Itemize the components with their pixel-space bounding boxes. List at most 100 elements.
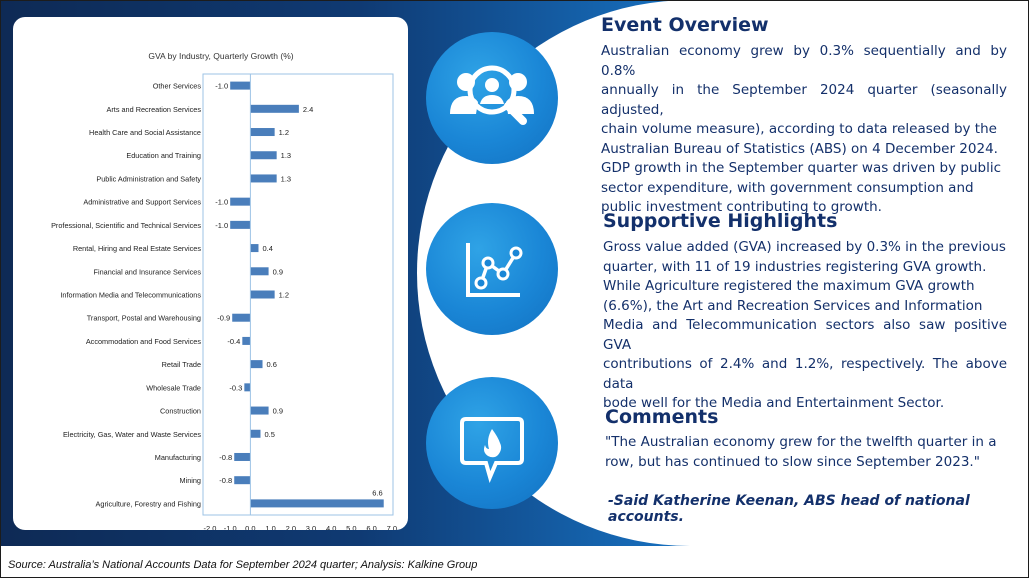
x-tick-label: 0.0 [245,524,255,530]
category-label: Accommodation and Food Services [86,337,202,346]
data-label: 1.2 [279,128,289,137]
data-label: -1.0 [215,221,228,230]
data-label: 0.6 [267,360,277,369]
bar-6 [230,197,251,206]
category-label: Financial and Insurance Services [94,267,202,276]
bar-7 [230,220,251,229]
category-label: Education and Training [126,151,201,160]
data-label: 1.2 [279,291,289,300]
highlights-line: Gross value added (GVA) increased by 0.3… [603,239,1006,255]
plot-area [202,73,394,516]
data-label: 0.9 [273,267,283,276]
event-overview-text: Australian economy grew by 0.3% sequenti… [601,42,1007,218]
event-line: annually in the September 2024 quarter (… [601,82,1007,118]
data-label: -0.8 [219,453,232,462]
event-line: sector expenditure, with government cons… [601,179,974,196]
event-line: GDP growth in the September quarter was … [601,160,1002,176]
bar-10 [250,290,275,299]
highlights-line: (6.6%), the Art and Recreation Services … [603,297,983,314]
bar-16 [250,429,261,438]
category-label: Rental, Hiring and Real Estate Services [73,244,202,253]
category-label: Mining [180,476,202,485]
source-note: Source: Australia’s National Accounts Da… [8,559,478,571]
event-overview-circle [426,32,558,164]
data-label: 0.9 [273,407,283,416]
bar-5 [250,174,277,183]
category-label: Agriculture, Forestry and Fishing [96,499,201,508]
event-line: chain volume measure), according to data… [601,121,997,137]
bar-8 [250,244,259,253]
data-label: -0.8 [219,476,232,485]
event-line: public investment contributing to growth… [601,199,882,215]
category-label: Other Services [153,82,202,91]
event-line: Australian economy grew by 0.3% sequenti… [601,43,1007,79]
data-label: 0.5 [265,430,275,439]
category-label: Wholesale Trade [146,383,201,392]
bar-13 [250,360,263,369]
highlights-circle [426,203,558,335]
x-tick-label: 7.0 [387,524,397,530]
bar-1 [230,81,251,90]
highlights-line: While Agriculture registered the maximum… [603,278,975,294]
highlights-title: Supportive Highlights [603,210,838,232]
category-label: Health Care and Social Assistance [89,128,201,137]
comments-circle [426,377,558,509]
bar-4 [250,151,277,160]
category-label: Electricity, Gas, Water and Waste Servic… [63,430,201,439]
speech-bubble-flame-icon [460,417,524,483]
data-label: 2.4 [303,105,313,114]
category-label: Transport, Postal and Warehousing [87,314,201,323]
data-label: -0.4 [227,337,240,346]
comments-line: row, but has continued to slow since Sep… [605,453,980,470]
highlights-line: bode well for the Media and Entertainmen… [603,395,945,411]
chart-title: GVA by Industry, Quarterly Growth (%) [148,51,293,61]
x-tick-label: 2.0 [286,524,296,530]
category-label: Construction [160,407,201,416]
category-label: Arts and Recreation Services [107,105,202,114]
x-tick-label: 4.0 [326,524,336,530]
highlights-line: contributions of 2.4% and 1.2%, respecti… [603,356,1007,392]
highlights-line: quarter, with 11 of 19 industries regist… [603,258,987,275]
data-label: 6.6 [372,488,382,497]
data-label: -0.9 [217,314,230,323]
category-label: Professional, Scientific and Technical S… [51,221,201,230]
chart-card: GVA by Industry, Quarterly Growth (%) Oth… [13,17,408,530]
comments-line: "The Australian economy grew for the twe… [605,434,997,450]
x-tick-label: -1.0 [224,524,237,530]
footer: Source: Australia’s National Accounts Da… [0,546,1029,578]
category-label: Manufacturing [155,453,201,462]
event-line: Australian Bureau of Statistics (ABS) on… [601,140,998,157]
comments-title: Comments [605,406,719,428]
content-panel: Event Overview Australian economy grew b… [417,0,1029,546]
data-label: 0.4 [262,244,272,253]
comments-author: -Said Katherine Keenan, ABS head of nati… [608,493,970,525]
highlights-text: Gross value added (GVA) increased by 0.3… [603,238,1007,414]
category-label: Public Administration and Safety [96,174,201,183]
data-label: 1.3 [281,151,291,160]
user-search-icon [450,65,534,125]
bar-12 [242,336,251,345]
data-label: 1.3 [281,174,291,183]
x-tick-label: -2.0 [204,524,217,530]
category-label: Information Media and Telecommunications [60,291,201,300]
category-label: Retail Trade [162,360,201,369]
data-label: -0.3 [229,383,242,392]
bar-17 [234,452,251,461]
bar-18 [234,476,251,485]
x-tick-label: 1.0 [265,524,275,530]
comments-text: "The Australian economy grew for the twe… [605,433,1007,472]
category-label: Administrative and Support Services [83,198,201,207]
bar-15 [250,406,269,415]
bar-chart: GVA by Industry, Quarterly Growth (%) Oth… [51,51,397,530]
x-tick-label: 5.0 [346,524,356,530]
bar-14 [244,383,251,392]
x-tick-label: 6.0 [366,524,376,530]
highlights-line: Media and Telecommunication sectors also… [603,317,1007,353]
bar-11 [232,313,251,322]
data-label: -1.0 [215,198,228,207]
data-label: -1.0 [215,82,228,91]
bar-3 [250,128,275,137]
event-overview-title: Event Overview [601,14,769,36]
bar-19 [250,499,384,508]
